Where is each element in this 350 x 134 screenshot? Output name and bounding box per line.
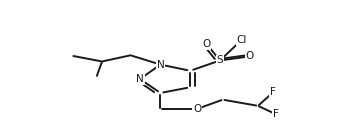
Text: O: O [193,104,201,114]
Text: O: O [246,51,254,61]
Text: S: S [217,55,223,65]
Text: Cl: Cl [237,35,247,45]
Text: N: N [136,74,144,84]
Text: N: N [156,60,164,70]
Text: O: O [202,39,211,49]
Text: F: F [270,87,276,97]
Text: F: F [273,109,279,119]
